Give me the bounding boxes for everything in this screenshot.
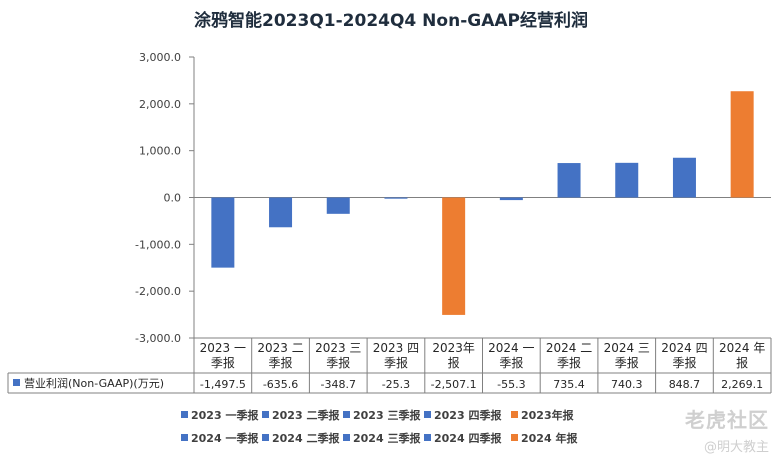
data-label: 735.4 xyxy=(553,378,585,391)
legend-swatch xyxy=(343,434,350,441)
data-label: -348.7 xyxy=(321,378,356,391)
legend-swatch xyxy=(424,434,431,441)
legend-swatch xyxy=(181,411,188,418)
category-label: 季报 xyxy=(615,355,639,370)
bar xyxy=(442,197,466,315)
legend-swatch xyxy=(424,411,431,418)
category-label: 季报 xyxy=(557,355,581,370)
y-tick-label: -2,000.0 xyxy=(135,285,181,298)
category-label: 季报 xyxy=(384,355,408,370)
legend-swatch xyxy=(343,411,350,418)
legend-label: 2023 三季报 xyxy=(353,408,421,422)
bar xyxy=(730,91,754,198)
y-tick-label: 1,000.0 xyxy=(139,145,181,158)
category-label: 报 xyxy=(736,355,748,370)
bar xyxy=(211,197,235,268)
bar xyxy=(672,157,696,198)
data-label: -55.3 xyxy=(497,378,525,391)
data-label: -635.6 xyxy=(263,378,298,391)
category-label: 2023 一 xyxy=(200,341,246,355)
category-label: 2023年 xyxy=(432,341,475,355)
category-label: 2024 年 xyxy=(719,341,765,355)
bar xyxy=(557,163,581,198)
bar xyxy=(384,197,408,199)
data-label: -2,507.1 xyxy=(431,378,477,391)
data-label: -25.3 xyxy=(382,378,410,391)
legend-label: 2023年报 xyxy=(521,408,575,422)
category-label: 2024 四 xyxy=(661,341,707,355)
legend-swatch xyxy=(262,411,269,418)
category-label: 2024 一 xyxy=(488,341,534,355)
y-axis: 3,000.0 2,000.0 1,000.0 0.0 -1,000.0 -2,000.0… xyxy=(135,51,771,345)
legend-swatch xyxy=(262,434,269,441)
category-label: 2023 三 xyxy=(315,341,361,355)
category-label: 季报 xyxy=(672,355,696,370)
legend-swatch xyxy=(181,434,188,441)
y-tick-label: 2,000.0 xyxy=(139,98,181,111)
category-label: 季报 xyxy=(326,355,350,370)
category-label: 季报 xyxy=(211,355,235,370)
series-key xyxy=(13,379,20,386)
legend-label: 2023 二季报 xyxy=(272,408,340,422)
y-tick-label: 0.0 xyxy=(164,192,182,205)
legend-label: 2023 四季报 xyxy=(434,408,502,422)
category-label: 季报 xyxy=(499,355,523,370)
legend-label: 2024 二季报 xyxy=(272,431,340,445)
data-label: 2,269.1 xyxy=(721,378,763,391)
category-label: 2023 二 xyxy=(257,341,303,355)
bar xyxy=(615,162,639,198)
category-label: 2023 四 xyxy=(373,341,419,355)
y-tick-label: -3,000.0 xyxy=(135,332,181,345)
data-label: -1,497.5 xyxy=(200,378,246,391)
data-label: 740.3 xyxy=(611,378,643,391)
legend-label: 2023 一季报 xyxy=(191,408,259,422)
bar xyxy=(499,197,523,201)
legend-label: 2024 四季报 xyxy=(434,431,502,445)
legend-swatch xyxy=(511,411,518,418)
watermark-author: @明大教主 xyxy=(703,440,769,455)
bars xyxy=(211,91,754,315)
series-name: 营业利润(Non-GAAP)(万元) xyxy=(24,376,164,390)
bar xyxy=(326,197,350,214)
legend-label: 2024 三季报 xyxy=(353,431,421,445)
legend-swatch xyxy=(511,434,518,441)
category-label: 2024 二 xyxy=(546,341,592,355)
legend-label: 2024 一季报 xyxy=(191,431,259,445)
bar xyxy=(269,197,293,228)
category-label: 季报 xyxy=(269,355,293,370)
category-label: 2024 三 xyxy=(604,341,650,355)
chart-title: 涂鸦智能2023Q1-2024Q4 Non-GAAP经营利润 xyxy=(194,10,588,31)
y-tick-label: -1,000.0 xyxy=(135,238,181,251)
legend-label: 2024 年报 xyxy=(521,431,578,445)
y-tick-label: 3,000.0 xyxy=(139,51,181,64)
category-label: 报 xyxy=(448,355,460,370)
legend: 2023 一季报 2023 二季报 2023 三季报 2023 四季报 2023年报 20… xyxy=(181,408,578,445)
watermark-logo-text: 老虎社区 xyxy=(685,408,769,432)
data-label: 848.7 xyxy=(669,378,701,391)
